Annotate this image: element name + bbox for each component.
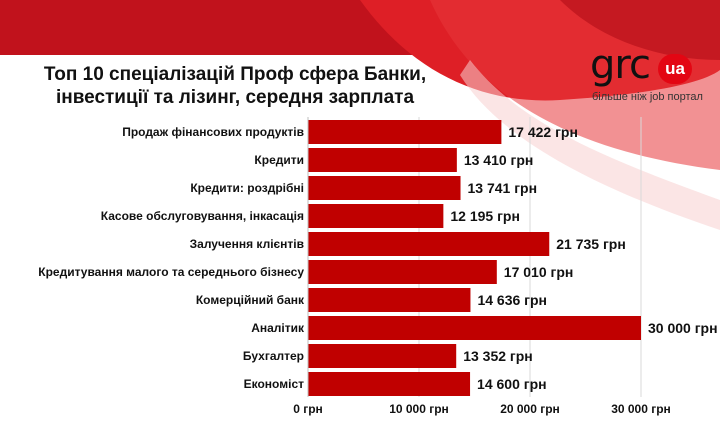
value-label: 30 000 грн <box>648 320 718 336</box>
category-label: Бухгалтер <box>243 349 304 363</box>
value-label: 14 636 грн <box>477 292 547 308</box>
value-label: 17 422 грн <box>508 124 578 140</box>
x-tick-label: 0 грн <box>293 402 323 416</box>
logo-tagline: більше ніж job портал <box>592 91 703 103</box>
chart-title-line-2: інвестиції та лізинг, середня зарплата <box>55 87 415 108</box>
value-label: 12 195 грн <box>450 208 520 224</box>
value-label: 21 735 грн <box>556 236 626 252</box>
logo-badge-ua: ua <box>658 54 692 84</box>
category-label: Касове обслуговування, інкасація <box>101 209 304 223</box>
category-label: Продаж фінансових продуктів <box>122 125 304 139</box>
value-label: 13 352 грн <box>463 348 533 364</box>
category-label: Кредитування малого та середнього бізнес… <box>38 265 304 279</box>
x-tick-label: 10 000 грн <box>389 402 449 416</box>
bar <box>308 288 471 312</box>
x-tick-label: 30 000 грн <box>611 402 671 416</box>
bar-chart: 0 грн 10 000 грн 20 000 грн 30 000 грн Прода… <box>38 117 718 416</box>
value-label: 13 410 грн <box>464 152 534 168</box>
grc-logo: grc ua більше ніж job портал <box>590 42 712 114</box>
value-label: 17 010 грн <box>504 264 574 280</box>
chart-title-line-1: Топ 10 спеціалізацій Проф сфера Банки, <box>43 64 427 85</box>
logo-brand-text: grc <box>590 42 651 88</box>
chart-title: Топ 10 спеціалізацій Проф сфера Банки, і… <box>0 63 470 109</box>
category-label: Кредити: роздрібні <box>190 181 304 195</box>
category-label: Кредити <box>254 153 304 167</box>
bar <box>308 316 641 340</box>
bar <box>308 232 550 256</box>
bar <box>308 120 502 144</box>
category-label: Залучення клієнтів <box>190 237 304 251</box>
bar <box>308 204 444 228</box>
bar <box>308 344 457 368</box>
category-label: Економіст <box>244 377 304 391</box>
bar <box>308 372 471 396</box>
category-label: Комерційний банк <box>196 293 305 307</box>
value-label: 14 600 грн <box>477 376 547 392</box>
category-label: Аналітик <box>251 321 305 335</box>
bar <box>308 176 461 200</box>
value-label: 13 741 грн <box>468 180 538 196</box>
x-tick-label: 20 000 грн <box>500 402 560 416</box>
bar <box>308 260 497 284</box>
bar <box>308 148 457 172</box>
